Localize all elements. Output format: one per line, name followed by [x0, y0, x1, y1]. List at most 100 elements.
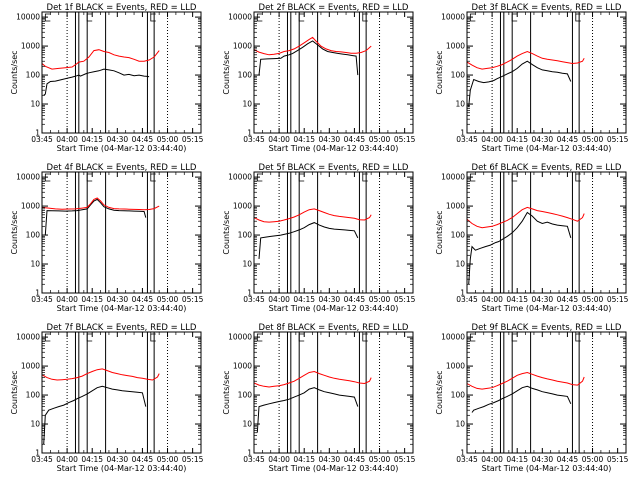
x-tick-label: 04:45 [132, 295, 154, 304]
y-axis-label: Counts/sec [435, 370, 444, 414]
y-tick-label: 1 [460, 129, 465, 138]
x-tick-label: 05:00 [582, 455, 604, 464]
y-tick-label: 10 [242, 100, 252, 109]
x-tick-label: 05:00 [582, 135, 604, 144]
x-tick-label: 04:45 [557, 135, 579, 144]
y-axis-label: Counts/sec [10, 370, 19, 414]
plot-frame [41, 11, 202, 134]
chart-title: Det 1f BLACK = Events, RED = LLD [47, 3, 197, 13]
y-tick-label: 10 [242, 420, 252, 429]
x-tick-label: 04:30 [319, 455, 341, 464]
x-tick-label: 04:00 [268, 455, 290, 464]
chart-panel-8: 1 10 100 1000 10000 03:45 04:00 04:15 04:30 04:45… [222, 323, 416, 473]
chart-title: Det 7f BLACK = Events, RED = LLD [47, 323, 197, 333]
x-tick-label: 04:00 [268, 295, 290, 304]
chart-panel-1: 1 10 100 1000 10000 03:45 04:00 04:15 04:30 04:45… [10, 3, 204, 153]
plot-frame [466, 171, 627, 294]
plot-frame [41, 171, 202, 294]
x-tick-label: 04:15 [81, 135, 103, 144]
x-tick-label: 04:30 [319, 295, 341, 304]
y-tick-label: 100 [26, 71, 41, 80]
plot-frame [41, 331, 202, 454]
y-tick-label: 1000 [446, 202, 465, 211]
bracket-marker [298, 333, 305, 342]
x-tick-label: 05:15 [394, 455, 416, 464]
x-tick-label: 04:15 [81, 455, 103, 464]
x-tick-label: 03:45 [31, 135, 53, 144]
y-tick-label: 10 [30, 260, 40, 269]
chart-title: Det 5f BLACK = Events, RED = LLD [259, 163, 409, 173]
bracket-marker [150, 13, 156, 22]
lld-series-line [253, 36, 372, 56]
chart-title: Det 4f BLACK = Events, RED = LLD [47, 163, 197, 173]
y-tick-label: 10000 [228, 173, 252, 182]
x-axis-label: Start Time (04-Mar-12 03:44:40) [269, 464, 399, 473]
bracket-marker [86, 173, 93, 182]
y-tick-label: 1000 [446, 362, 465, 371]
chart-title: Det 9f BLACK = Events, RED = LLD [472, 323, 622, 333]
y-axis-label: Counts/sec [222, 210, 231, 254]
y-tick-label: 100 [238, 231, 253, 240]
bracket-marker [362, 13, 368, 22]
x-tick-label: 04:30 [532, 455, 554, 464]
x-tick-label: 04:30 [107, 135, 129, 144]
lld-series-line [253, 208, 372, 223]
x-axis-label: Start Time (04-Mar-12 03:44:40) [482, 464, 612, 473]
events-series-line [468, 211, 572, 285]
chart-panel-3: 1 10 100 1000 10000 03:45 04:00 04:15 04:30 04:45… [435, 3, 629, 153]
x-tick-label: 04:15 [293, 135, 315, 144]
chart-title: Det 2f BLACK = Events, RED = LLD [259, 3, 409, 13]
x-tick-label: 04:30 [532, 135, 554, 144]
lld-series-line [466, 50, 585, 70]
y-tick-label: 1 [35, 449, 40, 458]
x-axis-label: Start Time (04-Mar-12 03:44:40) [57, 464, 187, 473]
y-tick-label: 10000 [228, 333, 252, 342]
y-tick-label: 10 [30, 420, 40, 429]
plot-frame [253, 171, 414, 294]
x-tick-label: 03:45 [31, 455, 53, 464]
y-tick-label: 1000 [233, 362, 252, 371]
events-series-line [43, 68, 150, 96]
y-axis-label: Counts/sec [435, 210, 444, 254]
plot-frame [253, 11, 414, 134]
bracket-marker [511, 13, 518, 22]
chart-title: Det 3f BLACK = Events, RED = LLD [472, 3, 622, 13]
bracket-marker [86, 13, 93, 22]
x-tick-label: 05:15 [394, 135, 416, 144]
x-tick-label: 04:15 [81, 295, 103, 304]
x-tick-label: 04:45 [344, 295, 366, 304]
x-tick-label: 04:00 [56, 135, 78, 144]
x-axis-label: Start Time (04-Mar-12 03:44:40) [57, 304, 187, 313]
lld-series-line [41, 368, 160, 381]
x-tick-label: 04:15 [293, 295, 315, 304]
x-tick-label: 04:15 [506, 295, 528, 304]
x-tick-label: 04:30 [319, 135, 341, 144]
x-axis-label: Start Time (04-Mar-12 03:44:40) [57, 144, 187, 153]
y-tick-label: 1000 [21, 362, 40, 371]
y-tick-label: 100 [26, 231, 41, 240]
x-tick-label: 04:45 [344, 455, 366, 464]
y-tick-label: 1000 [446, 42, 465, 51]
y-tick-label: 10000 [441, 13, 465, 22]
y-tick-label: 100 [238, 391, 253, 400]
bracket-marker [86, 333, 93, 342]
x-tick-label: 04:00 [268, 135, 290, 144]
y-tick-label: 100 [238, 71, 253, 80]
x-tick-label: 04:00 [481, 295, 503, 304]
x-tick-label: 05:15 [182, 295, 204, 304]
bracket-marker [362, 173, 368, 182]
bracket-marker [511, 333, 518, 342]
x-tick-label: 05:15 [607, 135, 629, 144]
events-series-line [256, 387, 359, 433]
y-tick-label: 10000 [16, 173, 40, 182]
bracket-marker [150, 333, 156, 342]
x-tick-label: 05:00 [157, 135, 179, 144]
bracket-marker [150, 173, 156, 182]
x-tick-label: 04:45 [344, 135, 366, 144]
y-tick-label: 10000 [16, 333, 40, 342]
x-tick-label: 04:00 [56, 455, 78, 464]
y-tick-label: 10 [455, 260, 465, 269]
events-series-line [43, 385, 147, 445]
